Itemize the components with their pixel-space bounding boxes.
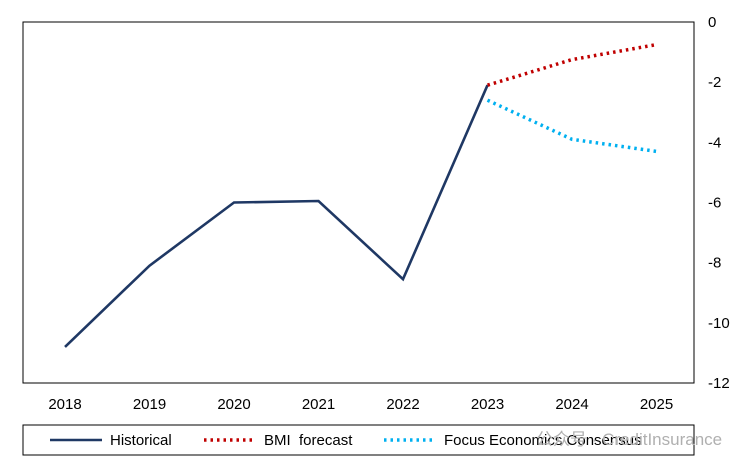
- legend: Historical BMI forecast Focus Economics Co…: [50, 432, 642, 449]
- x-tick-label: 2025: [640, 396, 673, 413]
- y-tick-label: 0: [708, 14, 716, 31]
- legend-label: Focus Economics Consensus: [444, 432, 642, 449]
- y-tick-label: -4: [708, 134, 721, 151]
- y-tick-label: -2: [708, 74, 721, 91]
- x-tick-label: 2018: [48, 396, 81, 413]
- x-tick-label: 2024: [555, 396, 588, 413]
- x-tick-label: 2023: [471, 396, 504, 413]
- x-tick-label: 2020: [217, 396, 250, 413]
- y-axis-ticks: 0 -2 -4 -6 -8 -10 -12: [708, 14, 730, 392]
- y-tick-label: -12: [708, 375, 730, 392]
- legend-label: Historical: [110, 432, 172, 449]
- watermark-text: 公众号 · CreditInsurance: [536, 430, 722, 449]
- y-tick-label: -8: [708, 255, 721, 272]
- y-tick-label: -10: [708, 315, 730, 332]
- series-line: [486, 98, 657, 154]
- legend-label: BMI forecast: [264, 432, 353, 449]
- x-axis-ticks: 2018 2019 2020 2021 2022 2023 2024 2025: [48, 396, 673, 413]
- series-line: [64, 84, 489, 348]
- series-line: [486, 42, 657, 87]
- series-layer: [64, 42, 657, 348]
- y-tick-label: -6: [708, 195, 721, 212]
- x-tick-label: 2021: [302, 396, 335, 413]
- x-tick-label: 2022: [386, 396, 419, 413]
- legend-box: [22, 424, 695, 456]
- x-tick-label: 2019: [133, 396, 166, 413]
- plot-frame: [22, 21, 695, 384]
